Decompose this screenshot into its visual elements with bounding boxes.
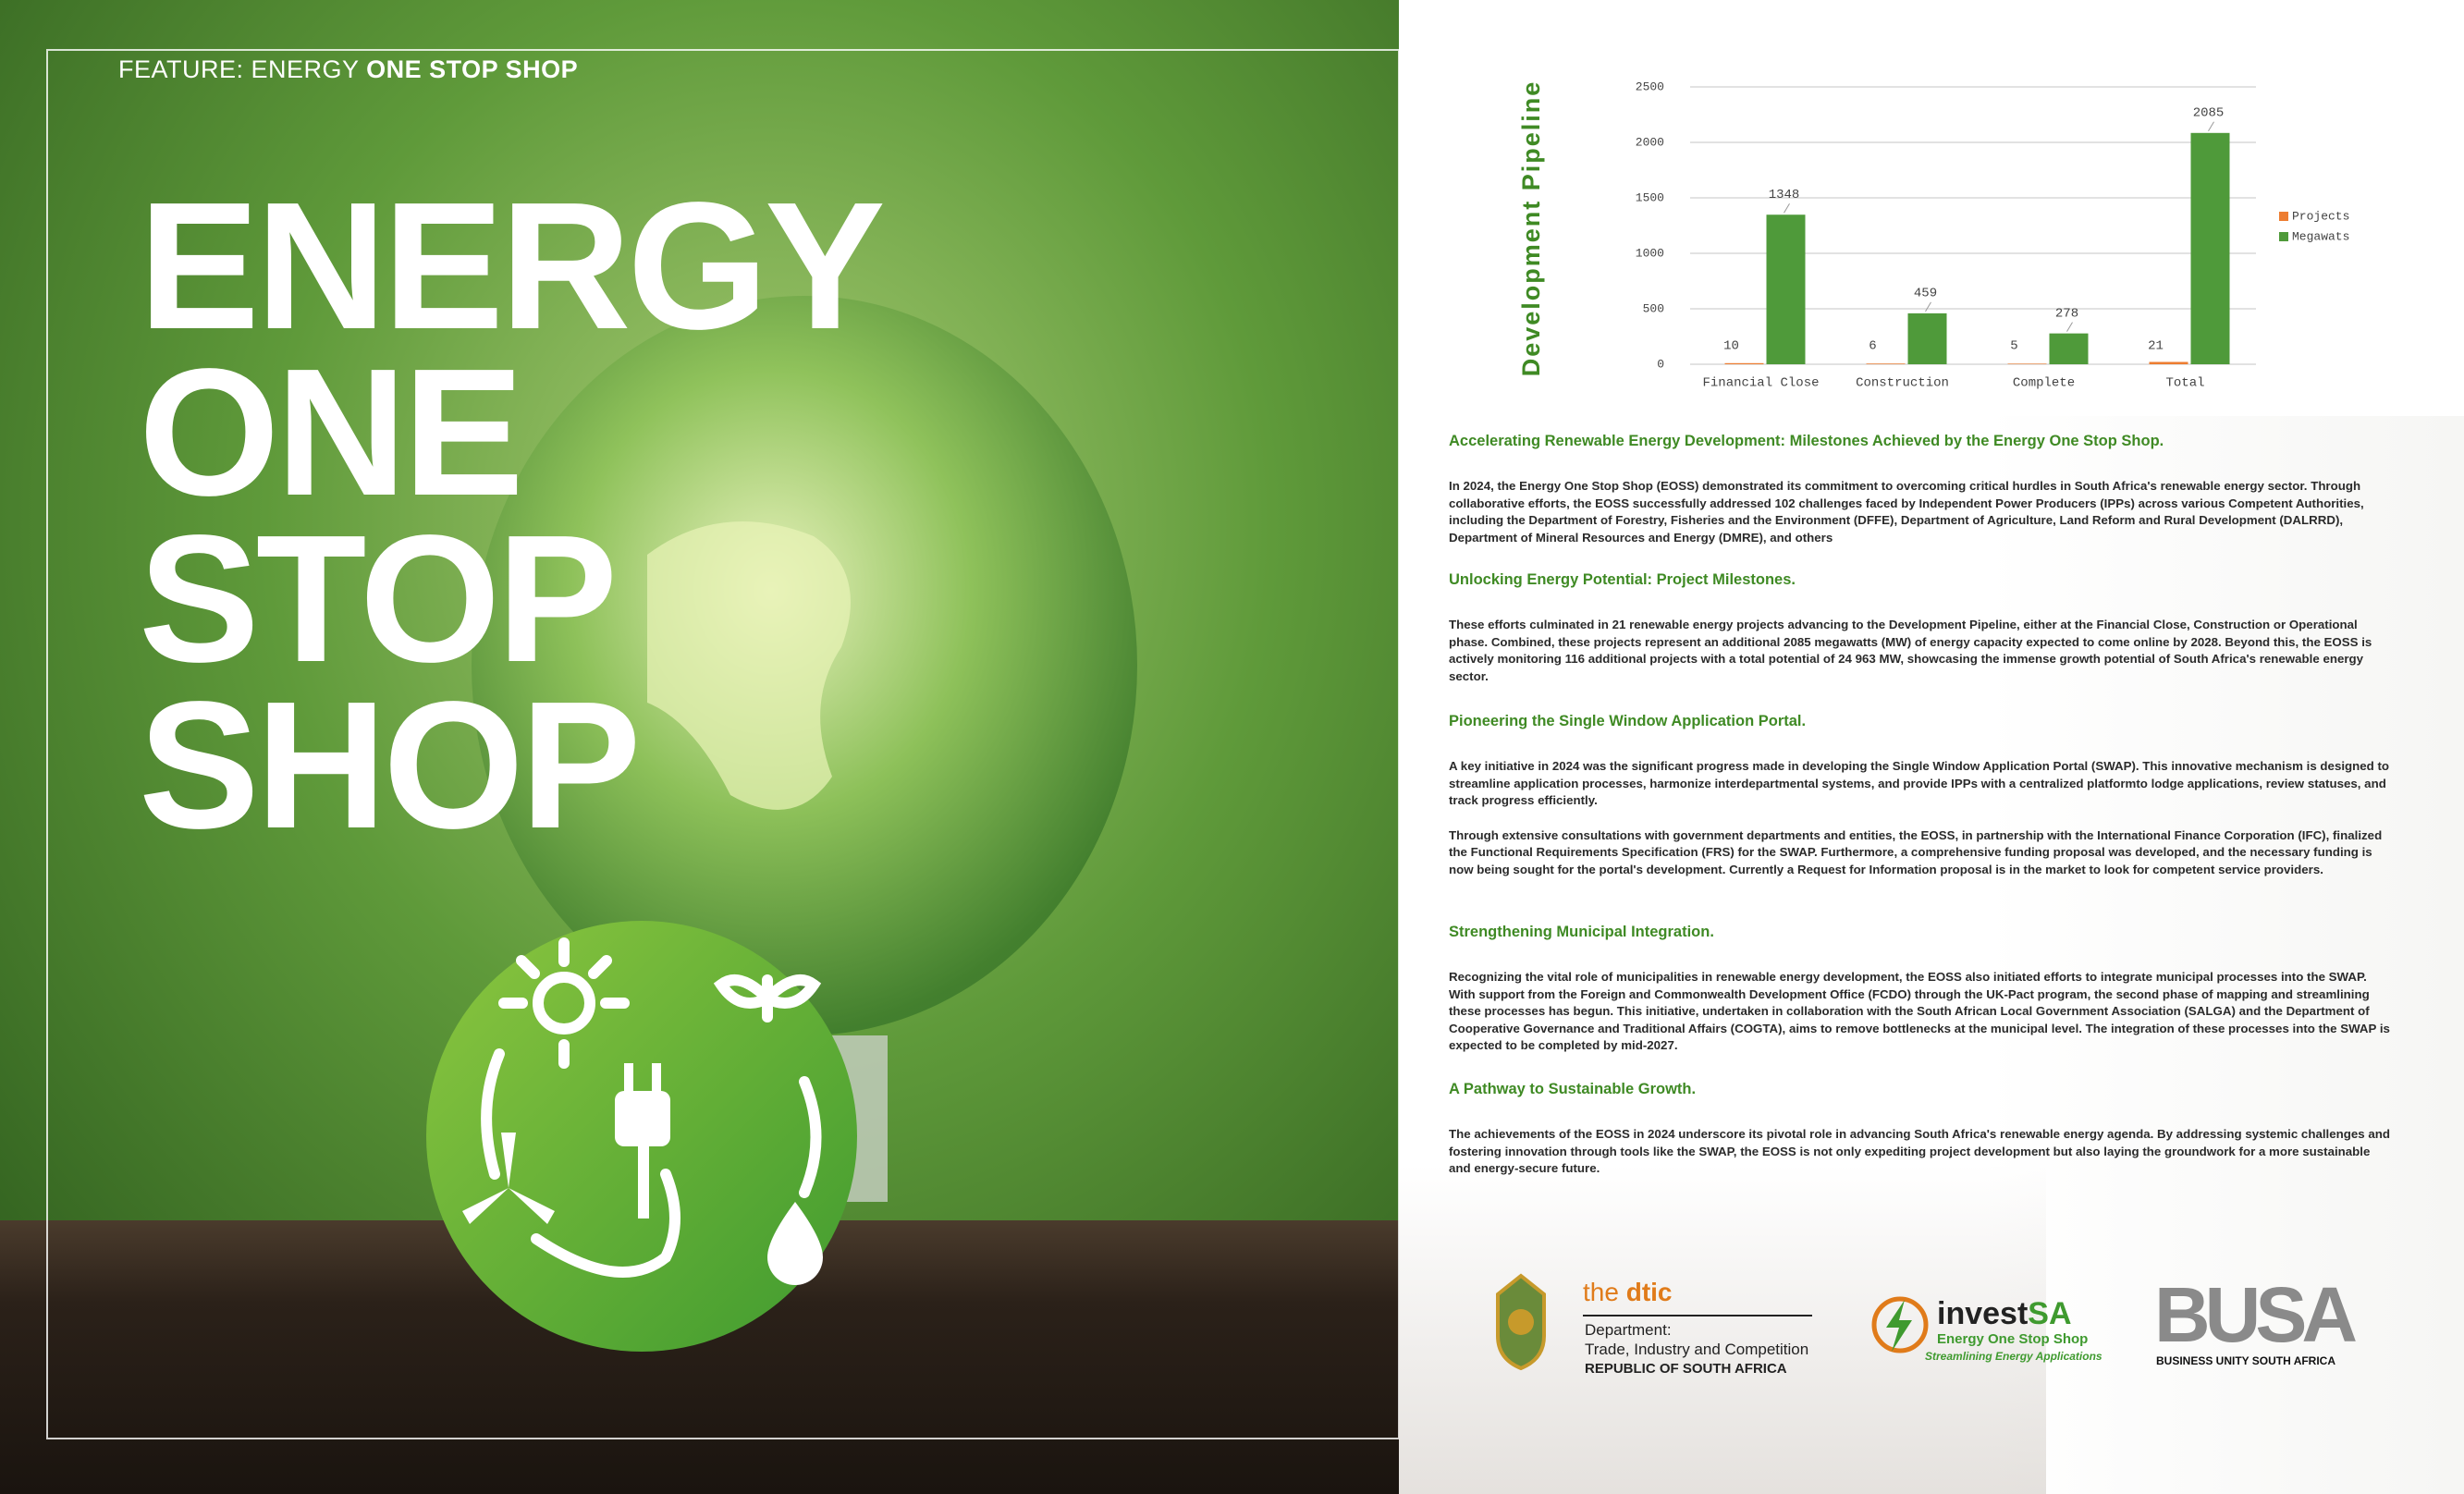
dtic-name: dtic [1625, 1278, 1673, 1306]
y-tick-label: 2500 [1636, 80, 1664, 93]
title-line: ENERGY [139, 165, 886, 367]
bar [2007, 363, 2047, 364]
data-label: 278 [2055, 306, 2078, 321]
dtic-line: Trade, Industry and Competition [1585, 1341, 1809, 1358]
data-label: 6 [1869, 339, 1876, 354]
feature-label: FEATURE: ENERGY ONE STOP SHOP [118, 55, 578, 84]
section-paragraph: These efforts culminated in 21 renewable… [1449, 618, 2372, 683]
section-heading: A Pathway to Sustainable Growth. [1449, 1081, 1697, 1097]
bar [1866, 363, 1906, 364]
bar [2049, 333, 2089, 364]
label-leader [1925, 301, 1931, 312]
data-label: 21 [2148, 339, 2164, 354]
data-label: 1348 [1769, 188, 1800, 202]
bar [1907, 312, 1947, 364]
continent [647, 521, 851, 810]
busa-logo: BUSA [2154, 1271, 2358, 1358]
legend-entry: Projects [2292, 209, 2349, 223]
dtic-rule [1583, 1315, 1812, 1316]
y-tick-label: 500 [1643, 301, 1664, 315]
dtic-logo: the dtic [1583, 1278, 1673, 1307]
section-heading: Accelerating Renewable Energy Developmen… [1449, 433, 2164, 449]
busa-tagline: BUSINESS UNITY SOUTH AFRICA [2156, 1354, 2336, 1367]
data-label: 2085 [2193, 106, 2225, 121]
data-label: 5 [2010, 339, 2017, 354]
section: Pioneering the Single Window Application… [1449, 713, 2392, 897]
section-paragraph: The achievements of the EOSS in 2024 und… [1449, 1127, 2390, 1176]
y-tick-label: 1500 [1636, 190, 1664, 204]
investsa-mark [1871, 1296, 1929, 1353]
section-heading: Pioneering the Single Window Application… [1449, 713, 1807, 729]
plug-icon [462, 1063, 823, 1285]
label-leader [2208, 121, 2214, 132]
dtic-line: REPUBLIC OF SOUTH AFRICA [1585, 1361, 1787, 1377]
investsa-invest: invest [1937, 1296, 2029, 1331]
title-line: ONE [139, 331, 524, 533]
legend-swatch [2279, 212, 2288, 221]
eco-icons [481, 937, 822, 1278]
bar [1766, 214, 1806, 364]
section: Unlocking Energy Potential: Project Mile… [1449, 571, 2392, 703]
feature-emphasis: ONE STOP SHOP [366, 55, 579, 83]
coat-of-arms [1496, 1273, 1546, 1371]
bar [1724, 362, 1764, 364]
title-line: SHOP [139, 664, 641, 866]
y-tick-label: 1000 [1636, 246, 1664, 260]
dtic-the: the [1583, 1278, 1619, 1306]
bar [2149, 361, 2188, 364]
section: Accelerating Renewable Energy Developmen… [1449, 433, 2392, 564]
investsa-logo: investSA [1937, 1296, 2072, 1332]
x-tick-label: Total [2165, 376, 2204, 391]
investsa-sa: SA [2028, 1296, 2072, 1331]
chart: Development Pipeline 0 500 1000 1500 2000 250… [1399, 0, 2464, 416]
label-leader [2066, 322, 2073, 332]
legend-entry: Megawats [2292, 229, 2349, 243]
label-leader [1784, 202, 1790, 214]
bar [2190, 132, 2230, 364]
cover-photo [0, 0, 1399, 1494]
investsa-tagline: Streamlining Energy Applications [1925, 1350, 2102, 1363]
section-paragraph: In 2024, the Energy One Stop Shop (EOSS)… [1449, 479, 2364, 545]
frame [46, 49, 1399, 1439]
section: A Pathway to Sustainable Growth. The achi… [1449, 1081, 2392, 1195]
feature-prefix: FEATURE: ENERGY [118, 55, 360, 83]
investsa-subtitle: Energy One Stop Shop [1937, 1331, 2089, 1347]
dtic-line: Department: [1585, 1321, 1672, 1339]
x-tick-label: Financial Close [1702, 376, 1819, 391]
y-axis-label: Development Pipeline [1517, 80, 1545, 377]
title-line: STOP [139, 497, 618, 700]
section-heading: Unlocking Energy Potential: Project Mile… [1449, 571, 1796, 588]
data-label: 10 [1723, 339, 1739, 354]
section-heading: Strengthening Municipal Integration. [1449, 924, 1714, 940]
section-paragraph: A key initiative in 2024 was the signifi… [1449, 759, 2390, 808]
y-tick-label: 2000 [1636, 135, 1664, 149]
section-paragraph: Recognizing the vital role of municipali… [1449, 970, 2390, 1053]
dtic-text: Department: Trade, Industry and Competit… [1585, 1320, 1808, 1378]
x-tick-label: Construction [1856, 376, 1949, 391]
legend-swatch [2279, 232, 2288, 241]
section-paragraph: Through extensive consultations with gov… [1449, 827, 2383, 876]
x-tick-label: Complete [2013, 376, 2075, 391]
data-label: 459 [1914, 287, 1937, 301]
section: Strengthening Municipal Integration. Reco… [1449, 924, 2392, 1072]
text-panel [1399, 416, 2464, 1494]
y-tick-label: 0 [1657, 357, 1664, 371]
